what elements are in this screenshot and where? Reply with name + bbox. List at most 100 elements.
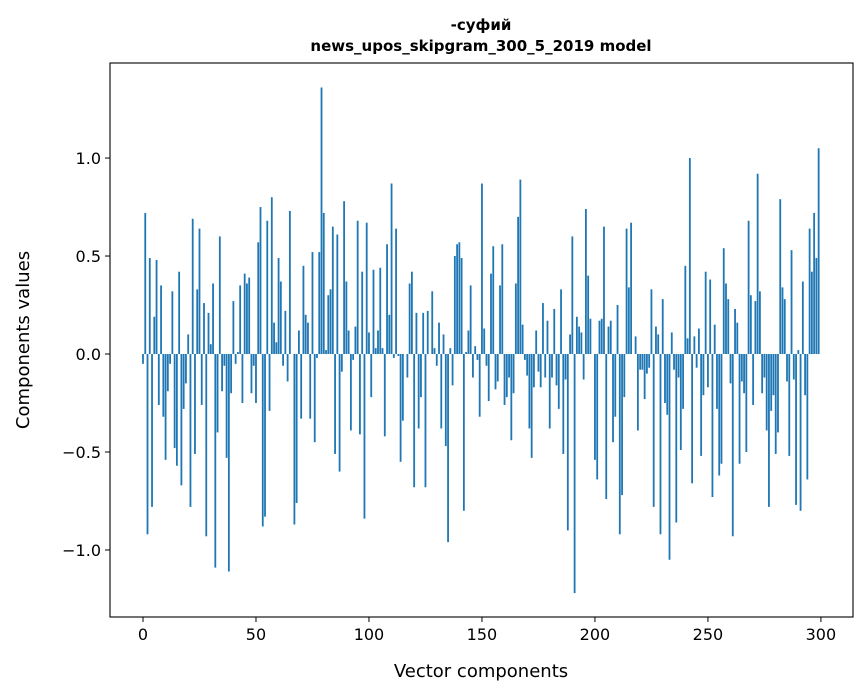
bar (761, 354, 763, 393)
bar (684, 266, 686, 354)
bar (181, 354, 183, 485)
bar (314, 354, 316, 442)
bar (513, 354, 515, 393)
bar (483, 329, 485, 354)
bar (687, 338, 689, 354)
bar (610, 321, 612, 354)
bar (703, 354, 705, 395)
bar (262, 354, 264, 526)
bar (578, 327, 580, 354)
y-tick-label: −0.5 (62, 443, 101, 462)
bar (515, 283, 517, 354)
bar (305, 315, 307, 354)
bar (529, 354, 531, 428)
bar (235, 354, 237, 364)
bar (680, 354, 682, 450)
x-tick-label: 250 (693, 625, 724, 644)
bar (357, 221, 359, 354)
bar (370, 354, 372, 397)
bar (402, 354, 404, 421)
bar (244, 274, 246, 354)
bar (492, 246, 494, 354)
bar (147, 354, 149, 534)
bar (458, 242, 460, 354)
bar (474, 346, 476, 354)
bar (386, 244, 388, 354)
bar (811, 272, 813, 354)
bar (174, 354, 176, 448)
bar (436, 354, 438, 366)
bar (447, 354, 449, 542)
bar (490, 274, 492, 354)
bar (266, 221, 268, 354)
bar (422, 313, 424, 354)
bar (361, 272, 363, 354)
bar (718, 354, 720, 475)
y-axis-label: Components values (13, 251, 34, 429)
bar (284, 311, 286, 354)
bar (540, 354, 542, 387)
bar (350, 354, 352, 430)
bar (653, 354, 655, 507)
bar (275, 342, 277, 354)
bar (393, 354, 395, 358)
y-tick-label: 0.5 (76, 247, 101, 266)
bar (352, 354, 354, 360)
bar (156, 260, 158, 354)
bar (232, 301, 234, 354)
bar (531, 354, 533, 458)
bar (797, 350, 799, 354)
bar (533, 354, 535, 387)
bar (682, 354, 684, 409)
bar (230, 354, 232, 393)
bar (223, 354, 225, 366)
bar (739, 354, 741, 464)
bar (456, 244, 458, 354)
bar (743, 354, 745, 393)
bar (479, 354, 481, 417)
bar (551, 354, 553, 378)
bar (260, 207, 262, 354)
bar (730, 354, 732, 383)
bar (508, 354, 510, 378)
bar (605, 354, 607, 499)
bar (587, 276, 589, 354)
bar (472, 354, 474, 378)
bar (282, 354, 284, 366)
bar (355, 327, 357, 354)
bar (768, 354, 770, 507)
bar (334, 354, 336, 454)
bar (590, 319, 592, 354)
bar (689, 158, 691, 354)
x-tick-label: 0 (138, 625, 148, 644)
bar (246, 283, 248, 354)
bar (712, 354, 714, 497)
bar (700, 354, 702, 456)
bar (237, 352, 239, 354)
bar (671, 332, 673, 354)
bar (307, 323, 309, 354)
bar (382, 348, 384, 354)
bar (199, 229, 201, 354)
chart-title-line1: -суфий (451, 16, 512, 34)
bar (651, 289, 653, 354)
bar (603, 227, 605, 354)
bar (300, 354, 302, 419)
bar (750, 295, 752, 354)
bar (766, 354, 768, 430)
bar (802, 282, 804, 355)
bar (721, 354, 723, 464)
bar (325, 350, 327, 354)
bar (495, 354, 497, 389)
bar (522, 325, 524, 354)
bar (221, 354, 223, 391)
bar (675, 354, 677, 523)
bar (461, 258, 463, 354)
bar (764, 354, 766, 378)
bar (185, 354, 187, 383)
bar (727, 299, 729, 354)
bar (165, 354, 167, 460)
bar (535, 330, 537, 354)
bar (623, 354, 625, 397)
bar (673, 354, 675, 370)
